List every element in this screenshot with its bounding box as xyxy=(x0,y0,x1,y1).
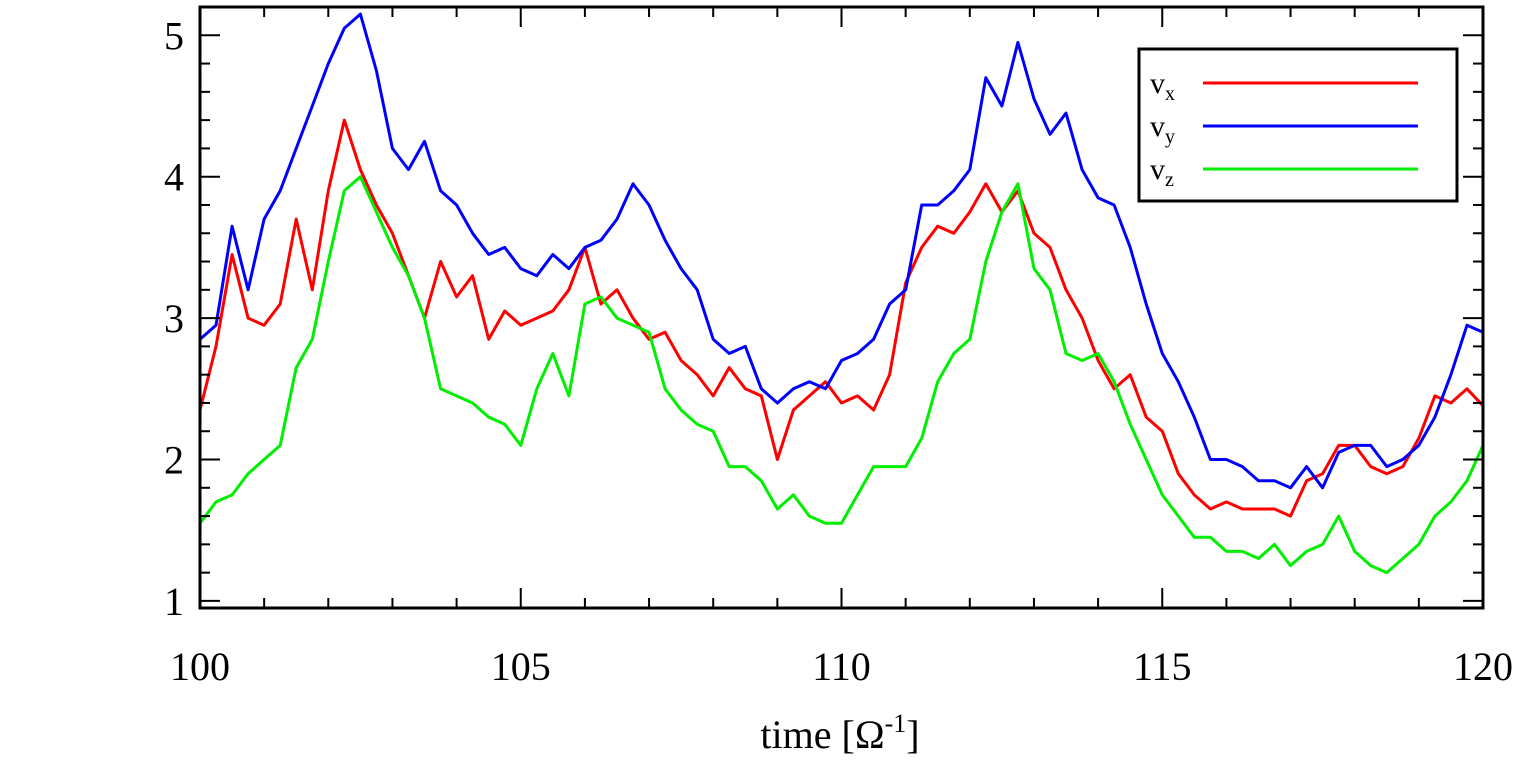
ticks-layer xyxy=(199,6,1484,608)
y-tick-label: 1 xyxy=(164,579,184,624)
series-line-vz xyxy=(198,175,1485,575)
legend-label-vy: vy xyxy=(1150,110,1175,148)
x-tick-label: 105 xyxy=(491,644,551,689)
y-tick-label: 2 xyxy=(164,438,184,483)
y-tick-label: 3 xyxy=(164,296,184,341)
legend-label-subscript: x xyxy=(1165,83,1175,105)
x-tick-label: 110 xyxy=(812,644,871,689)
x-axis-title-superscript: -1 xyxy=(885,709,907,738)
y-tick-label: 5 xyxy=(164,13,184,58)
legend-label-subscript: z xyxy=(1165,169,1174,191)
legend-label-vx: vx xyxy=(1150,67,1175,105)
x-tick-label: 115 xyxy=(1133,644,1192,689)
x-tick-label: 100 xyxy=(170,644,230,689)
legend-label-subscript: y xyxy=(1165,126,1175,148)
y-tick-label: 4 xyxy=(164,155,184,200)
legend-label-main: v xyxy=(1150,67,1165,100)
series-line-vy xyxy=(199,12,1484,490)
legend-label-vz: vz xyxy=(1150,153,1174,191)
tick-labels-layer: 100 105 110 115 120 1 2 3 4 5 xyxy=(164,13,1513,689)
legend-label-main: v xyxy=(1150,153,1165,186)
x-axis-title: time [Ω-1] xyxy=(760,709,919,757)
x-axis-title-main: time [Ω xyxy=(760,712,884,757)
x-axis-title-end: ] xyxy=(906,712,919,757)
x-tick-label: 120 xyxy=(1453,644,1513,689)
legend-label-main: v xyxy=(1150,110,1165,143)
series-layer xyxy=(198,12,1485,575)
